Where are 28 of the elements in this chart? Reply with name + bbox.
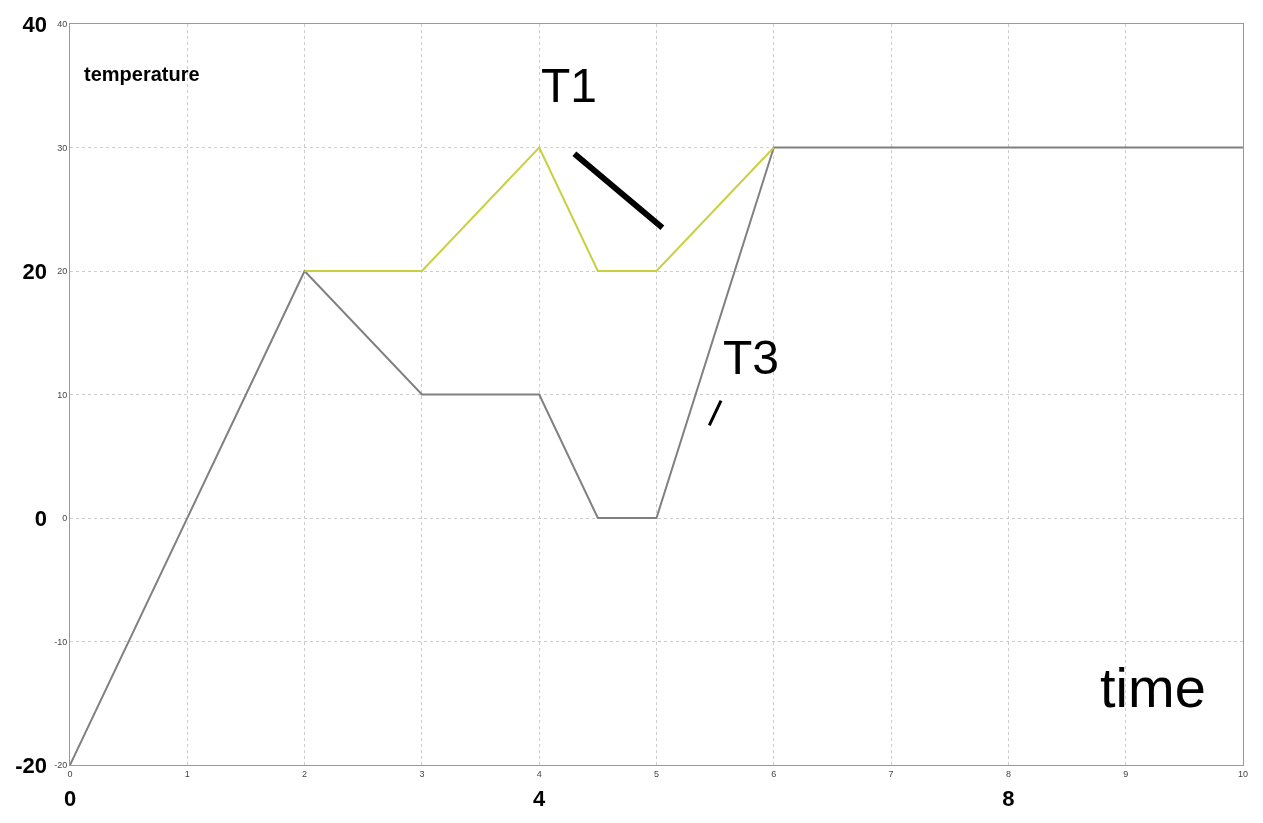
x2-tick-label: 4 <box>533 786 547 811</box>
x-tick-label: 2 <box>302 768 308 779</box>
y2-tick-label: 40 <box>22 11 47 37</box>
y2-tick-label: 0 <box>34 505 47 531</box>
y-tick-label: 0 <box>62 513 68 524</box>
y-tick-label: -20 <box>54 760 68 771</box>
y-tick-label: 20 <box>57 266 68 277</box>
series-label: T3 <box>723 331 780 384</box>
y-tick-label: 40 <box>57 19 68 30</box>
x2-tick-label: 8 <box>1002 786 1015 811</box>
x-tick-label: 6 <box>771 768 777 779</box>
x-tick-label: 10 <box>1237 768 1249 779</box>
line-series <box>70 146 1243 765</box>
x-tick-label: 7 <box>888 768 894 779</box>
y-tick-label: 30 <box>57 142 68 153</box>
y-axis-title: temperature <box>84 63 200 85</box>
y-tick-label: -10 <box>54 636 68 647</box>
series-label: T1 <box>541 59 598 112</box>
x-axis-title: time <box>1100 656 1206 719</box>
x-tick-label: 1 <box>184 768 190 779</box>
y2-tick-label: 20 <box>22 258 47 284</box>
x-tick-label: 5 <box>653 768 660 779</box>
x-tick-label: 4 <box>536 768 542 779</box>
x-tick-label: 9 <box>1123 768 1129 779</box>
y-tick-label: 10 <box>57 389 68 400</box>
x-tick-label: 3 <box>419 768 425 779</box>
y2-tick-label: -20 <box>15 752 47 778</box>
x-tick-label: 8 <box>1005 768 1011 779</box>
